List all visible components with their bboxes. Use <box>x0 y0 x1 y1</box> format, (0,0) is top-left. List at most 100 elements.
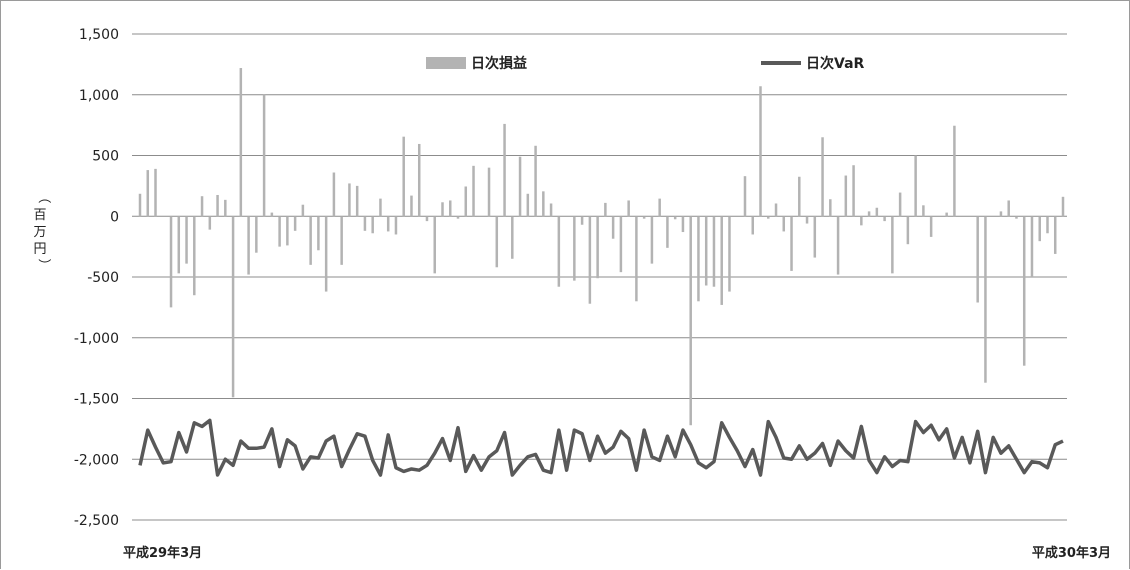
y-tick-label: -500 <box>87 270 119 286</box>
pnl-bar <box>1030 216 1034 277</box>
var-series-line <box>138 418 1064 477</box>
pnl-bar <box>1007 200 1010 217</box>
pnl-bar <box>627 200 630 217</box>
pnl-bar <box>231 216 235 398</box>
pnl-bar <box>852 165 855 217</box>
pnl-bar <box>495 216 499 268</box>
pnl-bar <box>922 205 925 217</box>
pnl-bar <box>883 216 886 222</box>
pnl-bar <box>503 123 506 217</box>
y-tick-label: 500 <box>92 149 119 165</box>
pnl-bar <box>200 196 204 217</box>
pnl-bar <box>712 216 716 287</box>
pnl-bar <box>239 68 243 217</box>
pnl-bar <box>511 216 514 259</box>
pnl-bar <box>394 216 398 235</box>
pnl-bar <box>402 136 405 217</box>
pnl-bar <box>557 216 561 287</box>
pnl-bar <box>650 216 654 264</box>
pnl-bar <box>875 207 879 217</box>
pnl-bar <box>1053 216 1057 254</box>
pnl-bar <box>588 216 592 304</box>
pnl-bar <box>146 170 150 217</box>
pnl-bar <box>417 143 421 217</box>
pnl-bar <box>1061 196 1065 217</box>
pnl-bar <box>720 216 723 305</box>
pnl-bar <box>1015 216 1018 219</box>
y-tick-label: -1,500 <box>74 392 119 408</box>
pnl-bar <box>340 216 343 265</box>
pnl-bar <box>425 216 429 222</box>
pnl-bar <box>472 165 475 217</box>
pnl-bar <box>286 216 289 246</box>
pnl-bar <box>255 216 258 253</box>
pnl-bar <box>526 193 530 217</box>
pnl-bar <box>193 216 196 296</box>
pnl-bar <box>805 216 809 224</box>
daily-var-line <box>138 418 1064 477</box>
pnl-bar <box>891 216 894 274</box>
pnl-bar <box>542 191 545 217</box>
pnl-bar <box>728 216 731 292</box>
pnl-bar <box>914 155 917 217</box>
pnl-bar <box>673 216 677 220</box>
pnl-bar <box>619 216 623 273</box>
pnl-bar <box>317 216 320 251</box>
y-tick-label: -1,000 <box>74 331 119 347</box>
pnl-bar <box>860 216 863 226</box>
pnl-bar <box>604 202 607 217</box>
y-axis-label-char: 百 <box>33 208 46 223</box>
pnl-bar <box>456 216 460 219</box>
gridlines <box>132 33 1067 521</box>
pnl-bar <box>278 216 281 247</box>
pnl-bar <box>976 216 979 303</box>
pnl-bar <box>611 216 615 239</box>
pnl-bar <box>759 86 762 217</box>
pnl-bar <box>441 202 444 217</box>
pnl-bar <box>898 192 902 217</box>
pnl-bar <box>301 204 305 217</box>
pnl-bar <box>984 216 987 383</box>
pnl-bar <box>270 212 274 217</box>
pnl-bar <box>371 216 374 234</box>
pnl-bar <box>666 216 669 248</box>
daily-pnl-bars <box>138 68 1065 426</box>
pnl-bar <box>999 211 1003 217</box>
legend-label-daily-pnl: 日次損益 <box>471 55 527 72</box>
y-axis-label-char: 円 <box>33 242 46 257</box>
y-axis-label-char: （ <box>36 190 51 203</box>
pnl-bar <box>534 145 537 217</box>
pnl-bar <box>906 216 910 245</box>
pnl-bar <box>844 175 848 217</box>
pnl-bar <box>774 203 778 217</box>
pnl-bar <box>386 216 390 232</box>
pnl-bar <box>782 216 786 232</box>
y-tick-label: -2,500 <box>74 513 119 529</box>
pnl-bar <box>216 194 219 217</box>
pnl-bar <box>836 216 840 275</box>
pnl-bar <box>433 216 436 274</box>
pnl-bar <box>658 198 661 217</box>
pnl-bar <box>751 216 754 235</box>
pnl-bar <box>410 195 413 217</box>
x-tick-label-end: 平成30年3月 <box>1032 545 1111 561</box>
pnl-bar <box>596 216 599 279</box>
y-axis-label: （ 百万円） <box>33 190 51 271</box>
pnl-bar <box>821 137 824 217</box>
pnl-bar <box>154 168 157 217</box>
y-axis-label-char: 万 <box>33 225 46 240</box>
pnl-bar <box>704 216 708 286</box>
pnl-bar <box>573 216 576 281</box>
y-tick-label: 0 <box>110 209 119 225</box>
pnl-bar <box>929 216 933 237</box>
y-tick-label: 1,000 <box>79 88 119 104</box>
pnl-bar <box>689 216 692 426</box>
pnl-bar <box>867 211 871 217</box>
pnl-bar <box>642 216 646 219</box>
pnl-bar <box>1046 216 1049 234</box>
pnl-bar <box>332 172 336 217</box>
y-axis-label-char: ） <box>36 258 51 271</box>
pnl-bar <box>767 216 770 219</box>
pnl-bar <box>363 216 367 231</box>
